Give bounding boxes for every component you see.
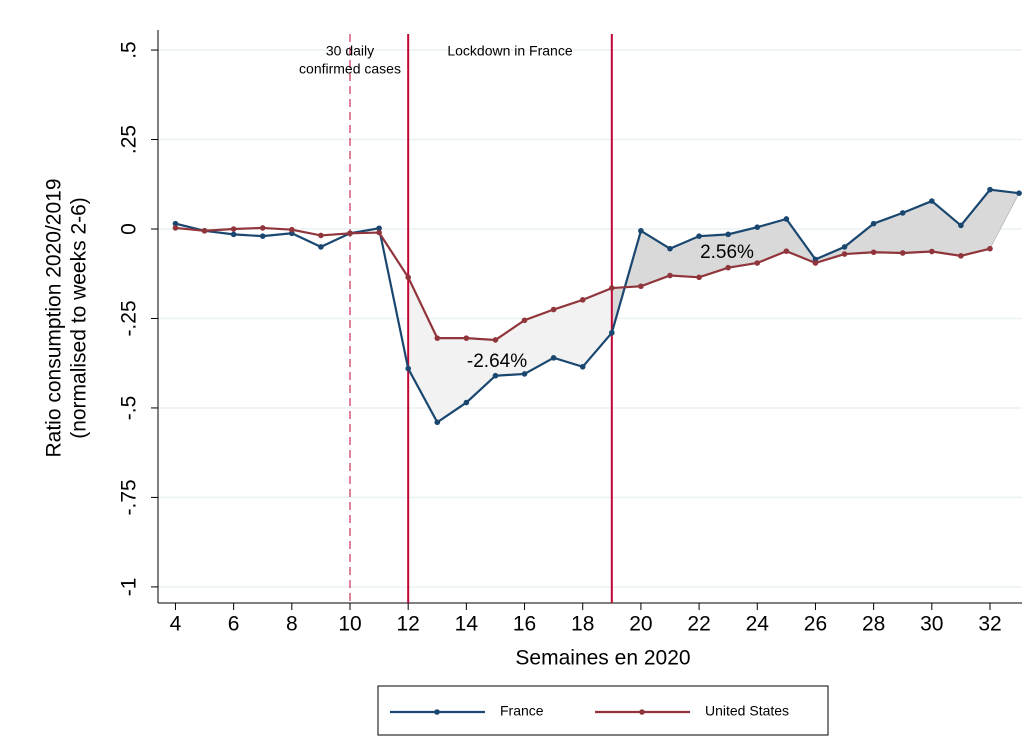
point [318, 244, 324, 250]
legend-marker [434, 709, 440, 715]
point [376, 225, 382, 232]
point [667, 245, 673, 252]
point [318, 232, 324, 239]
point [259, 225, 266, 231]
x-tick-label: 22 [687, 613, 710, 636]
point [899, 250, 906, 256]
point [405, 365, 411, 372]
y-tick-label: 0 [118, 223, 141, 235]
y-axis-label: Ratio consumption 2020/2019 [43, 178, 66, 457]
point [696, 233, 702, 239]
x-tick-label: 20 [629, 613, 652, 636]
annotation: 2.56% [700, 242, 754, 263]
point [987, 245, 993, 252]
y-tick-label: -.5 [118, 396, 141, 421]
x-tick-label: 18 [571, 613, 594, 636]
point [463, 335, 470, 341]
point [230, 226, 237, 232]
point [783, 248, 790, 254]
y-tick-label: -.75 [118, 479, 141, 515]
point [899, 210, 906, 216]
point [201, 227, 208, 234]
point [754, 224, 761, 231]
point [667, 272, 673, 279]
series-line [175, 188, 1020, 424]
point [405, 274, 411, 281]
legend-label: United States [705, 703, 789, 719]
point [929, 198, 935, 204]
point [812, 260, 819, 266]
point [434, 335, 441, 341]
point [376, 229, 382, 236]
legend-label: France [500, 703, 544, 719]
point [550, 306, 557, 313]
y-tick-label: -.25 [118, 300, 141, 336]
point [841, 244, 848, 250]
x-tick-label: 26 [804, 613, 827, 636]
x-tick-label: 4 [170, 613, 182, 636]
event-label: 30 daily [326, 43, 374, 59]
point [929, 248, 935, 255]
legend-marker [639, 709, 645, 715]
point [725, 231, 731, 238]
event-label: Lockdown in France [447, 43, 573, 59]
point [958, 222, 964, 229]
point [492, 372, 499, 379]
y-tick-label: -1 [118, 578, 141, 597]
point [172, 225, 179, 231]
point [841, 251, 848, 257]
point [463, 399, 470, 406]
x-tick-label: 8 [286, 613, 298, 636]
point [725, 264, 731, 271]
point [579, 297, 586, 303]
point [987, 186, 993, 193]
point [550, 355, 557, 361]
x-tick-label: 14 [455, 613, 479, 636]
point [638, 227, 644, 234]
x-axis-label: Semaines en 2020 [515, 647, 690, 670]
point [870, 249, 877, 256]
event-label: confirmed cases [299, 61, 401, 77]
x-tick-label: 12 [397, 613, 420, 636]
point [347, 230, 353, 237]
y-tick-label: .25 [118, 125, 141, 154]
point [289, 226, 295, 233]
point [958, 253, 964, 259]
y-axis-label: (normalised to weeks 2-6) [68, 197, 91, 439]
annotation: -2.64% [467, 351, 527, 372]
point [259, 233, 266, 239]
point [230, 231, 237, 238]
point [521, 317, 528, 324]
point [783, 216, 790, 222]
x-tick-label: 28 [862, 613, 885, 636]
point [521, 371, 528, 377]
point [638, 283, 644, 290]
y-tick-label: .5 [118, 41, 141, 59]
x-tick-label: 30 [920, 613, 943, 636]
point [579, 363, 586, 370]
point [870, 220, 877, 227]
point [609, 329, 615, 336]
x-tick-label: 24 [746, 613, 770, 636]
point [1016, 190, 1022, 197]
point [696, 274, 702, 281]
legend [377, 685, 829, 736]
x-tick-label: 16 [513, 613, 536, 636]
point [754, 260, 761, 266]
x-tick-label: 32 [978, 613, 1001, 636]
point [434, 419, 441, 426]
point [609, 285, 615, 291]
x-tick-label: 10 [338, 613, 361, 636]
x-tick-label: 6 [228, 613, 240, 636]
point [492, 337, 499, 343]
point [172, 220, 179, 227]
